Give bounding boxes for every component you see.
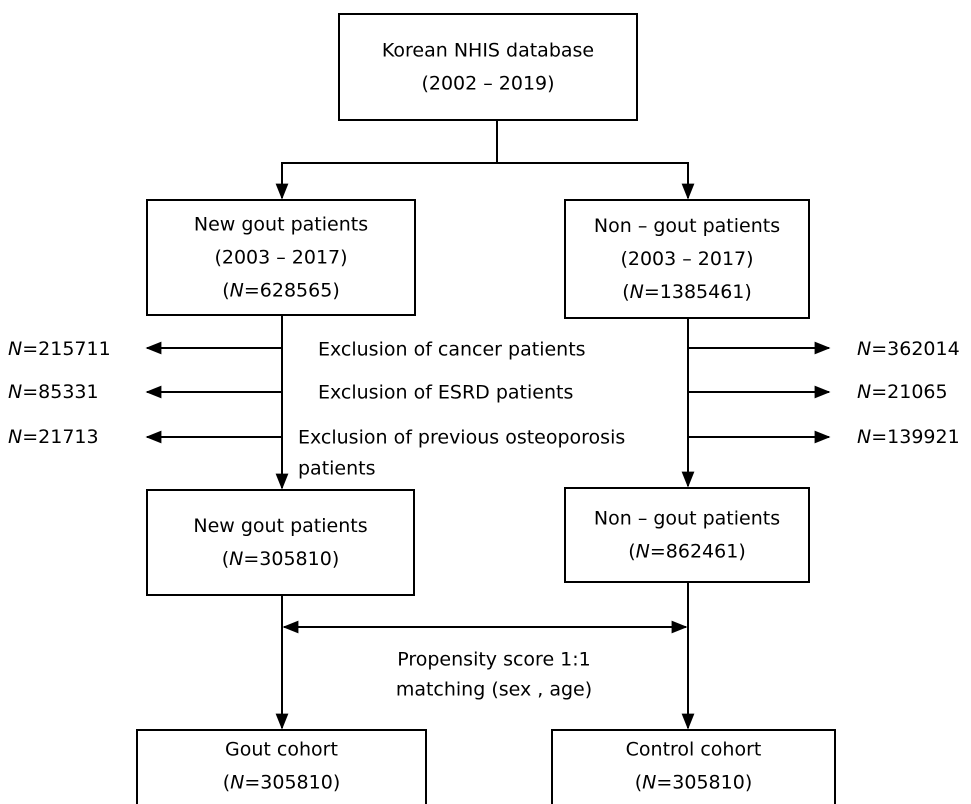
text-segment: ( xyxy=(635,771,642,793)
box-text: (N=862461) xyxy=(628,540,746,562)
text-segment: (2003 – 2017) xyxy=(214,246,347,268)
text-segment: New gout patients xyxy=(193,515,367,537)
box-text: Non – gout patients xyxy=(594,215,780,237)
exclusion-label: patients xyxy=(298,458,376,480)
text-segment: =305810) xyxy=(656,771,752,793)
box-text: New gout patients xyxy=(193,515,367,537)
variable: N xyxy=(229,548,243,570)
box xyxy=(551,729,836,804)
exclusion-label: Exclusion of ESRD patients xyxy=(318,382,573,404)
connectors xyxy=(145,120,831,730)
variable: N xyxy=(857,338,871,360)
box-text: (N=628565) xyxy=(222,279,340,301)
box-text: (2003 – 2017) xyxy=(620,248,753,270)
box-text: New gout patients xyxy=(194,213,368,235)
matching-label: Propensity score 1:1 xyxy=(397,649,591,671)
text-segment: =1385461) xyxy=(644,281,752,303)
box-text: (N=305810) xyxy=(222,548,340,570)
text-segment: =305810) xyxy=(244,771,340,793)
text-segment: Control cohort xyxy=(626,738,762,760)
box-text: (N=305810) xyxy=(635,771,753,793)
text-segment: New gout patients xyxy=(194,213,368,235)
text-segment: ( xyxy=(222,279,229,301)
text-segment: Non – gout patients xyxy=(594,507,780,529)
box-text: (2003 – 2017) xyxy=(214,246,347,268)
text-segment: ( xyxy=(622,281,629,303)
variable: N xyxy=(8,426,22,448)
box xyxy=(146,489,415,596)
variable: N xyxy=(630,281,644,303)
box xyxy=(564,487,810,583)
text-segment: Gout cohort xyxy=(225,738,338,760)
matching-label: matching (sex , age) xyxy=(396,679,592,701)
text-segment: =21065 xyxy=(871,381,947,403)
box-text: (N=305810) xyxy=(223,771,341,793)
text-segment: =862461) xyxy=(650,540,746,562)
box xyxy=(338,13,638,121)
box-text: (N=1385461) xyxy=(622,281,752,303)
excluded-count: N=21065 xyxy=(857,381,948,403)
variable: N xyxy=(857,381,871,403)
text-segment: =21713 xyxy=(22,426,98,448)
box xyxy=(146,199,416,316)
variable: N xyxy=(230,279,244,301)
text-segment: =305810) xyxy=(243,548,339,570)
text-segment: =215711 xyxy=(22,338,110,360)
variable: N xyxy=(857,426,871,448)
exclusion-label: Exclusion of previous osteoporosis xyxy=(298,427,625,449)
text-segment: =139921 xyxy=(871,426,959,448)
exclusion-label: Exclusion of cancer patients xyxy=(318,339,586,361)
text-segment: ( xyxy=(628,540,635,562)
variable: N xyxy=(8,338,22,360)
box xyxy=(136,729,427,804)
box-text: Non – gout patients xyxy=(594,507,780,529)
text-segment: ( xyxy=(222,548,229,570)
text-segment: Korean NHIS database xyxy=(382,39,594,61)
text-segment: Non – gout patients xyxy=(594,215,780,237)
excluded-count: N=85331 xyxy=(8,381,99,403)
excluded-count: N=362014 xyxy=(857,338,960,360)
variable: N xyxy=(636,540,650,562)
box-text: Control cohort xyxy=(626,738,762,760)
excluded-count: N=139921 xyxy=(857,426,960,448)
text-segment: =362014 xyxy=(871,338,959,360)
variable: N xyxy=(642,771,656,793)
excluded-count: N=21713 xyxy=(8,426,99,448)
text-segment: (2002 – 2019) xyxy=(421,72,554,94)
text-segment: ( xyxy=(223,771,230,793)
box-text: Korean NHIS database xyxy=(382,39,594,61)
text-segment: =85331 xyxy=(22,381,98,403)
box-text: Gout cohort xyxy=(225,738,338,760)
box-text: (2002 – 2019) xyxy=(421,72,554,94)
box xyxy=(564,199,810,319)
excluded-count: N=215711 xyxy=(8,338,111,360)
variable: N xyxy=(8,381,22,403)
text-segment: (2003 – 2017) xyxy=(620,248,753,270)
text-segment: =628565) xyxy=(244,279,340,301)
variable: N xyxy=(230,771,244,793)
